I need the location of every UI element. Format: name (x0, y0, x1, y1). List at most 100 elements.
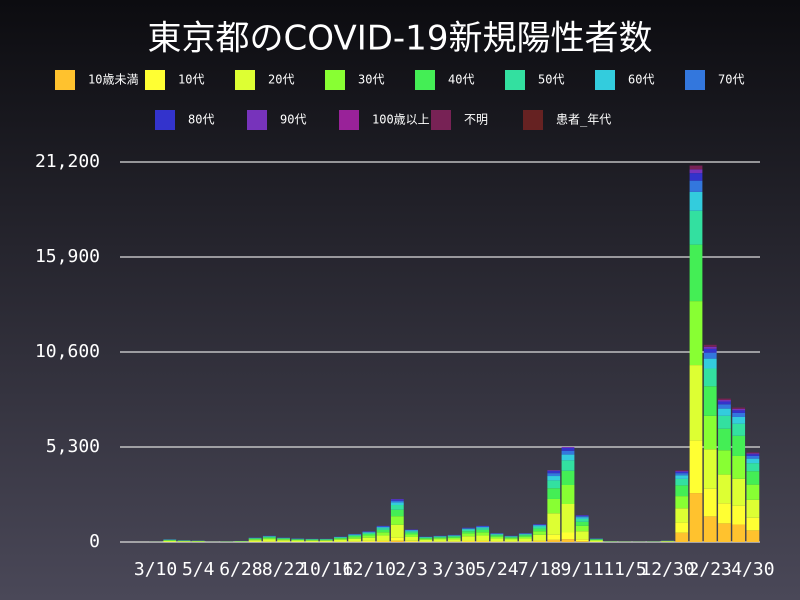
x-tick-label: 3/30 (433, 559, 476, 580)
bar-segment (689, 173, 703, 181)
bar-segment (504, 539, 518, 542)
bar-segment (732, 410, 746, 413)
bars (134, 165, 760, 542)
bar-segment (419, 537, 433, 538)
bar-segment (490, 536, 504, 539)
bar-segment (376, 535, 390, 541)
bar-segment (547, 534, 561, 540)
bar-segment (405, 530, 418, 532)
bar-segment (447, 539, 461, 542)
bar-segment (561, 460, 575, 471)
bar-segment (248, 539, 262, 541)
bar-segment (703, 415, 717, 450)
bar-segment (703, 358, 717, 369)
legend-label: 10代 (178, 73, 204, 87)
bar-segment (462, 540, 475, 542)
bar-segment (746, 471, 760, 485)
bar-segment (476, 526, 490, 528)
bar-segment (462, 531, 475, 534)
bar-segment (390, 502, 404, 506)
legend-swatch (325, 70, 345, 90)
bar-segment (561, 454, 575, 461)
bar-segment (248, 540, 262, 542)
bar-segment (334, 537, 347, 538)
bar-segment (419, 538, 433, 540)
bar-segment (746, 499, 760, 518)
bar-segment (732, 455, 746, 479)
bar-segment (262, 536, 276, 538)
bar-segment (732, 423, 746, 436)
bar-segment (689, 493, 703, 542)
bar-segment (575, 517, 589, 519)
bar-segment (419, 537, 433, 539)
bar-segment (433, 539, 447, 542)
legend-label: 70代 (718, 73, 744, 87)
x-tick-label: 11/5 (603, 559, 646, 580)
bar-segment (433, 538, 447, 540)
bar-segment (462, 536, 475, 541)
bar-segment (376, 528, 390, 530)
bar-segment (718, 523, 731, 542)
bar-segment (561, 532, 575, 540)
bar-segment (746, 454, 760, 456)
bar-segment (675, 475, 689, 479)
bar-segment (703, 344, 717, 347)
bar-segment (547, 488, 561, 499)
bar-segment (362, 540, 376, 542)
bar-segment (718, 474, 731, 504)
bar-segment (447, 537, 461, 540)
legend-swatch (595, 70, 615, 90)
bar-segment (718, 404, 731, 409)
bar-segment (433, 537, 447, 539)
bar-segment (718, 428, 731, 451)
bar-segment (362, 532, 376, 534)
x-tick-label: 2/3 (395, 559, 428, 580)
x-tick-label: 6/28 (219, 559, 262, 580)
bar-segment (490, 535, 504, 537)
bar-segment (746, 453, 760, 455)
legend-label: 60代 (628, 73, 654, 87)
bar-segment (177, 541, 191, 542)
x-tick-label: 5/4 (182, 559, 215, 580)
bar-segment (703, 348, 717, 353)
bar-segment (405, 529, 418, 531)
bar-segment (689, 365, 703, 441)
bar-segment (718, 401, 731, 405)
bar-segment (518, 533, 532, 535)
bar-segment (533, 524, 546, 526)
bar-segment (490, 533, 504, 535)
legend-label: 40代 (448, 73, 474, 87)
bar-segment (718, 450, 731, 475)
bar-segment (718, 398, 731, 401)
bar-segment (447, 535, 461, 537)
bar-segment (703, 449, 717, 489)
legend-swatch (235, 70, 255, 90)
legend-swatch (431, 110, 451, 130)
bar-segment (732, 505, 746, 525)
bar-segment (362, 532, 376, 533)
bar-segment (675, 508, 689, 523)
bar-segment (732, 524, 746, 542)
bar-segment (533, 528, 546, 532)
bar-segment (248, 538, 262, 540)
legend-swatch (415, 70, 435, 90)
bar-segment (689, 169, 703, 174)
bar-segment (376, 529, 390, 533)
legend-swatch (247, 110, 267, 130)
bar-segment (476, 528, 490, 530)
bar-segment (518, 541, 532, 542)
labels: 0 5,300 10,600 15,900 21,200 10歳未満 10代 20代 30代 40… (35, 70, 775, 580)
legend-swatch (55, 70, 75, 90)
bar-segment (746, 530, 760, 542)
bar-segment (547, 470, 561, 472)
bar-segment (675, 485, 689, 497)
bar-segment (305, 540, 319, 541)
x-tick-label: 9/11 (561, 559, 604, 580)
bar-segment (390, 524, 404, 538)
y-tick-label: 15,900 (35, 246, 100, 267)
bar-segment (334, 538, 347, 540)
bar-segment (334, 537, 347, 539)
bar-segment (504, 537, 518, 539)
bar-segment (547, 539, 561, 542)
bar-segment (163, 540, 177, 541)
